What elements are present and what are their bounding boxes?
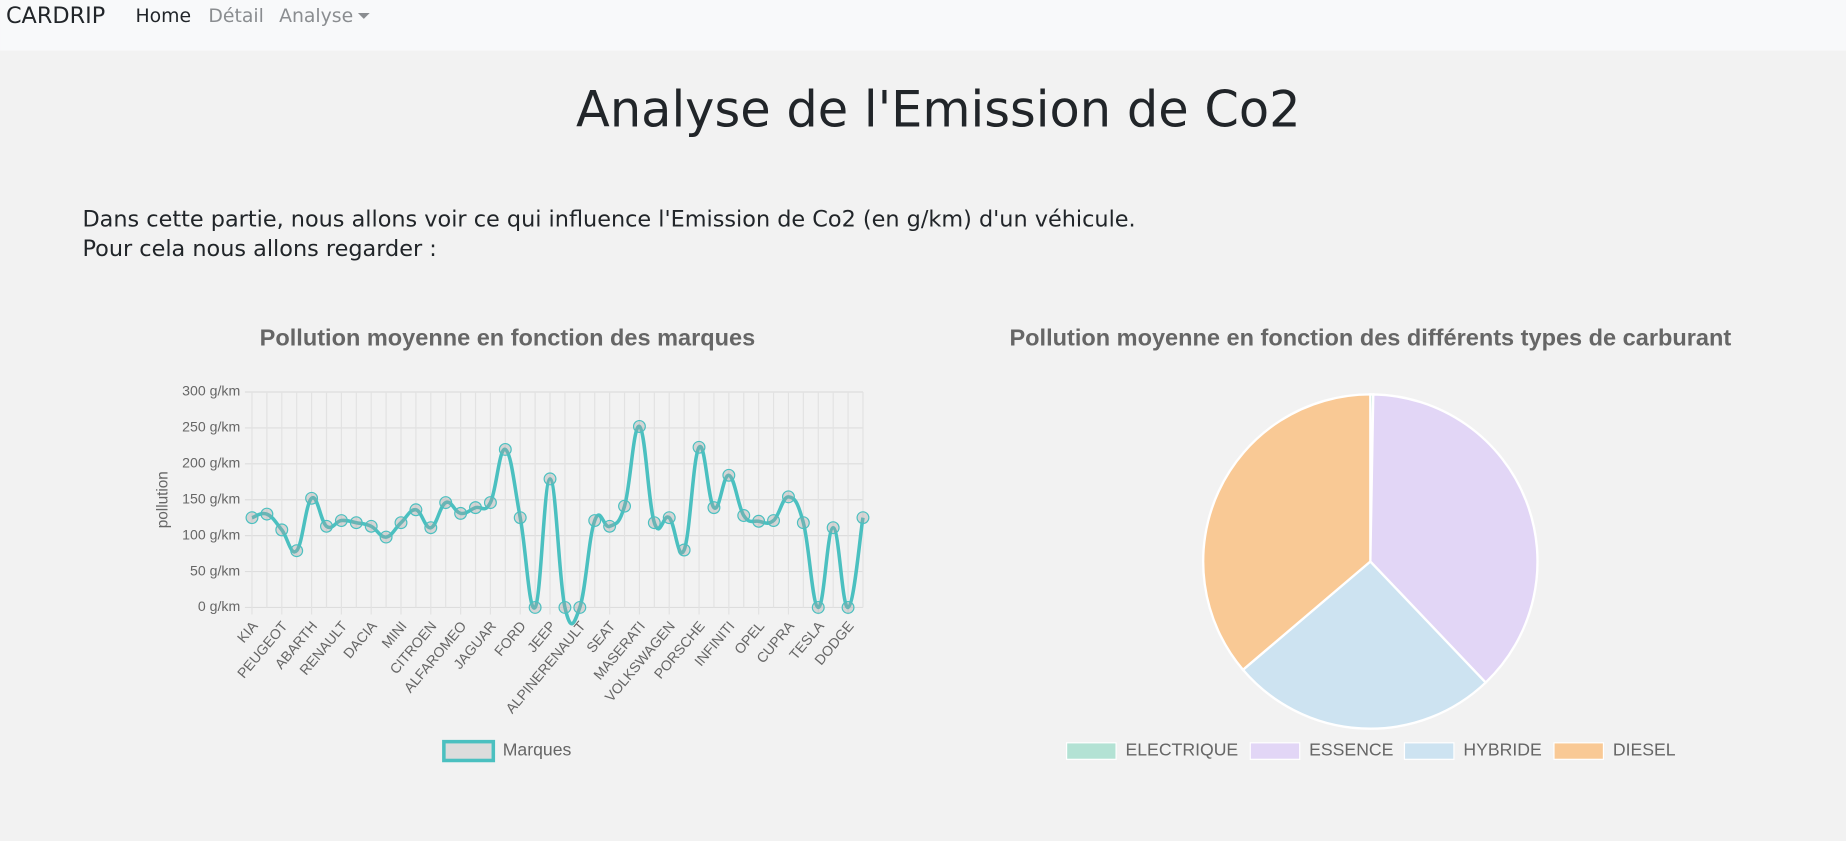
point: [722, 468, 736, 482]
point: [454, 506, 468, 520]
legend-label: DIESEL: [1613, 740, 1676, 760]
y-tick-label: 200 g/km: [182, 455, 240, 471]
point: [439, 496, 453, 510]
y-tick-label: 50 g/km: [190, 562, 240, 578]
point: [379, 530, 393, 544]
point: [290, 544, 304, 558]
point: [320, 519, 333, 533]
chart-title: Pollution moyenne en fonction des différ…: [1009, 324, 1731, 350]
point: [543, 472, 557, 486]
line-chart: Pollution moyenne en fonction des marque…: [155, 324, 870, 763]
y-tick-label: 150 g/km: [182, 490, 240, 506]
point: [841, 600, 855, 614]
y-axis-label: pollution: [155, 471, 172, 528]
point: [603, 519, 617, 533]
legend-swatch: [1249, 742, 1301, 760]
dropdown-caret: [357, 12, 370, 19]
point: [394, 516, 408, 530]
point: [364, 519, 378, 533]
legend-label: ESSENCE: [1309, 740, 1394, 760]
point: [781, 490, 795, 504]
brand[interactable]: CARDRIP: [6, 3, 105, 29]
y-tick-label: 0 g/km: [198, 598, 240, 614]
chart-title: Pollution moyenne en fonction des marque…: [260, 324, 756, 350]
point: [856, 511, 870, 525]
heading: Analyse de l'Emission de Co2: [576, 81, 1301, 139]
point: [513, 511, 527, 525]
legend-swatch: [1553, 742, 1605, 760]
point: [737, 509, 751, 523]
point: [409, 503, 423, 517]
point: [677, 543, 691, 557]
intro: Pour cela nous allons regarder :: [82, 236, 436, 262]
point: [483, 496, 497, 510]
y-tick-label: 250 g/km: [182, 419, 240, 435]
point: [334, 514, 348, 528]
nav-link[interactable]: Analyse: [279, 6, 353, 27]
point: [469, 501, 482, 515]
point: [573, 600, 587, 614]
legend-label: ELECTRIQUE: [1125, 740, 1238, 760]
x-tick-label: KIA: [234, 618, 261, 646]
point: [528, 600, 542, 614]
point: [796, 516, 810, 530]
point: [618, 499, 632, 513]
y-tick-label: 300 g/km: [182, 383, 240, 399]
pie-slice: [1369, 393, 1539, 685]
point: [349, 516, 363, 530]
navbar: [0, 0, 1846, 51]
pie-slice: [1241, 559, 1488, 730]
point: [305, 491, 319, 505]
legend-label: Marques: [503, 740, 572, 760]
point: [260, 507, 274, 521]
y-tick-label: 100 g/km: [182, 526, 240, 542]
point: [767, 514, 781, 528]
point: [826, 521, 840, 535]
legend-label: HYBRIDE: [1463, 740, 1542, 760]
nav-link[interactable]: Home: [135, 6, 191, 27]
point: [707, 501, 721, 515]
x-tick-label: DACIA: [340, 618, 380, 662]
intro: Dans cette partie, nous allons voir ce q…: [82, 207, 1135, 233]
legend-swatch: [1403, 742, 1455, 760]
point: [588, 514, 602, 528]
point: [632, 420, 646, 433]
nav-link[interactable]: Détail: [208, 6, 263, 27]
point: [275, 523, 289, 537]
legend-swatch: [1066, 742, 1117, 760]
point: [245, 511, 259, 525]
point: [498, 442, 512, 456]
point: [558, 600, 572, 614]
point: [647, 516, 661, 530]
point: [752, 514, 766, 528]
point: [692, 440, 706, 454]
pie-slice: [1202, 393, 1372, 672]
legend-swatch: [442, 739, 496, 763]
point: [662, 511, 676, 525]
pie-chart: Pollution moyenne en fonction des différ…: [1009, 324, 1731, 760]
point: [424, 521, 438, 535]
x-tick-label: FORD: [491, 618, 529, 659]
point: [811, 600, 825, 614]
